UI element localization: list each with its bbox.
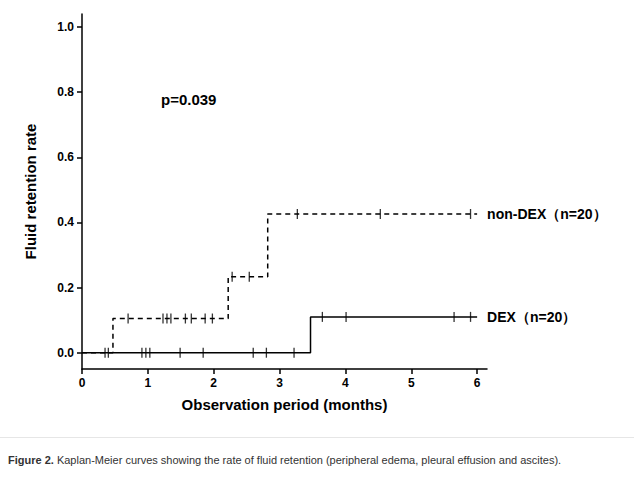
svg-text:1.0: 1.0 — [57, 20, 74, 34]
svg-text:0.2: 0.2 — [57, 281, 74, 295]
html-text:Figure 2. Kaplan-Meier curves: Figure 2. Kaplan-Meier curves showing th… — [8, 454, 562, 466]
svg-text:0.0: 0.0 — [57, 346, 74, 360]
svg-text:DEX（n=20）: DEX（n=20） — [487, 309, 576, 325]
svg-text:0.8: 0.8 — [57, 85, 74, 99]
svg-text:0.4: 0.4 — [57, 215, 74, 229]
svg-text:p=0.039: p=0.039 — [161, 91, 216, 108]
svg-text:2: 2 — [210, 376, 217, 390]
svg-text:0.6: 0.6 — [57, 150, 74, 164]
svg-text:6: 6 — [474, 376, 481, 390]
svg-text:4: 4 — [342, 376, 349, 390]
svg-text:Fluid retention rate: Fluid retention rate — [22, 124, 39, 260]
svg-text:non-DEX（n=20）: non-DEX（n=20） — [487, 206, 606, 222]
svg-text:1: 1 — [145, 376, 152, 390]
svg-text:3: 3 — [276, 376, 283, 390]
svg-text:5: 5 — [408, 376, 415, 390]
svg-text:0: 0 — [79, 376, 86, 390]
svg-text:Observation period (months): Observation period (months) — [182, 396, 388, 413]
